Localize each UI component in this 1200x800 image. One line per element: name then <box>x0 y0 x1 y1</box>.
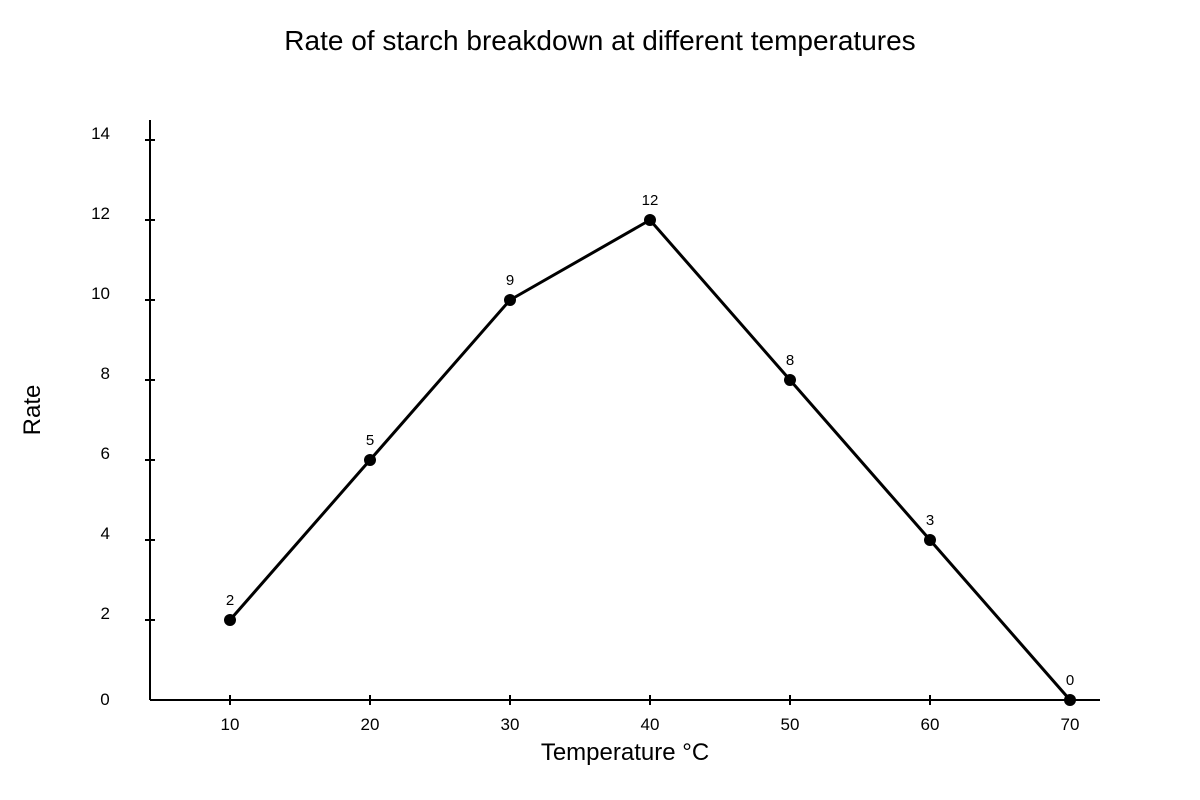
data-label: 12 <box>642 192 659 209</box>
data-point <box>784 374 796 386</box>
data-label: 3 <box>926 512 934 529</box>
data-label: 9 <box>506 272 514 289</box>
data-point <box>644 214 656 226</box>
axes <box>149 120 1100 701</box>
y-tick-label: 4 <box>101 524 110 543</box>
data-point <box>1064 694 1076 706</box>
y-tick-label: 6 <box>101 444 110 463</box>
data-point <box>364 454 376 466</box>
data-point <box>504 294 516 306</box>
series-layer: 2 5 9 12 8 3 0 <box>224 192 1076 706</box>
x-axis-ticks: 10 20 30 40 50 60 70 <box>221 695 1080 734</box>
series-line <box>228 218 1072 701</box>
x-tick-label: 40 <box>641 715 660 734</box>
x-tick-label: 60 <box>921 715 940 734</box>
x-tick-label: 30 <box>501 715 520 734</box>
y-tick-label: 10 <box>91 284 110 303</box>
chart-title: Rate of starch breakdown at different te… <box>284 25 915 56</box>
x-tick-label: 70 <box>1061 715 1080 734</box>
y-tick-label: 0 <box>100 690 109 709</box>
y-axis-label: Rate <box>19 385 46 436</box>
y-tick-label: 12 <box>91 204 110 223</box>
x-tick-label: 50 <box>781 715 800 734</box>
data-point <box>224 614 236 626</box>
y-axis-ticks: 0 2 4 6 8 10 12 14 <box>91 124 155 709</box>
y-tick-label: 8 <box>101 364 110 383</box>
x-tick-label: 20 <box>361 715 380 734</box>
data-label: 0 <box>1066 672 1074 689</box>
data-label: 2 <box>226 592 234 609</box>
data-point <box>924 534 936 546</box>
x-axis-label: Temperature °C <box>541 739 709 766</box>
x-tick-label: 10 <box>221 715 240 734</box>
data-label: 8 <box>786 352 794 369</box>
y-tick-label: 14 <box>91 124 110 143</box>
data-label: 5 <box>366 432 374 449</box>
y-tick-label: 2 <box>101 604 110 623</box>
